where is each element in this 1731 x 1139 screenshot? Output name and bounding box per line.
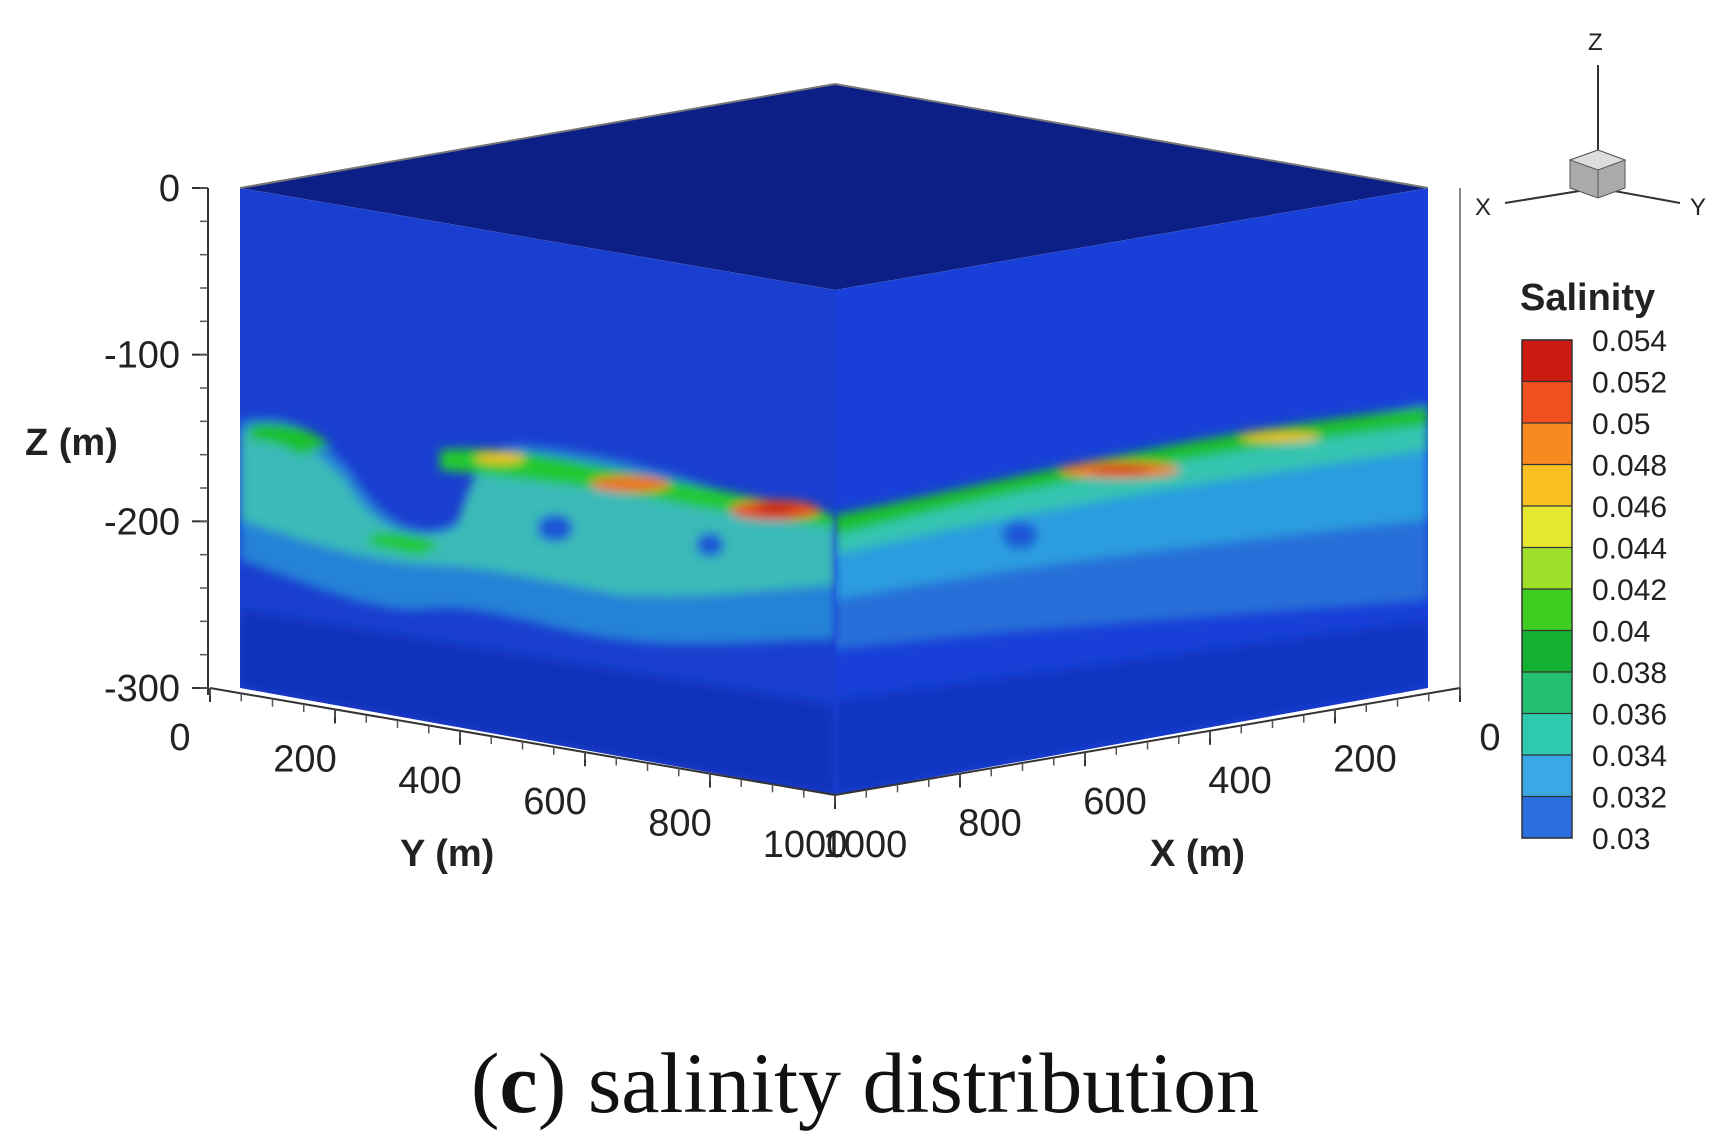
y-tick-label: 600 [523,781,586,823]
y-tick-label: 1000 [763,824,848,866]
colorbar-label: 0.042 [1592,574,1667,607]
y-axis: 0 200 400 600 800 1000 Y (m) [169,687,848,875]
y-tick-label: 800 [648,803,711,845]
cube-right-face [835,188,1428,795]
y-tick-label: 400 [398,760,461,802]
colorbar-label: 0.036 [1592,699,1667,732]
orientation-x-label: X [1475,194,1491,221]
colorbar-label: 0.03 [1592,823,1650,856]
caption-letter: c [500,1035,538,1131]
colorbar-label: 0.054 [1592,325,1667,358]
colorbar-label: 0.038 [1592,657,1667,690]
colorbar-label: 0.044 [1592,533,1667,566]
orientation-axes: Z X Y [1475,29,1706,221]
y-tick-label: 0 [169,717,190,759]
x-tick-label: 200 [1333,738,1396,780]
x-tick-label: 600 [1083,781,1146,823]
z-tick-label: -300 [104,668,180,710]
colorbar-swatch [1522,423,1572,465]
colorbar-swatch [1522,547,1572,589]
caption-prefix: ( [471,1035,500,1131]
x-tick-label: 800 [958,803,1021,845]
colorbar-label: 0.034 [1592,740,1667,773]
z-tick-label: 0 [159,168,180,210]
z-tick-label: -100 [104,335,180,377]
colorbar-swatch [1522,630,1572,672]
x-tick-label: 0 [1479,717,1500,759]
colorbar-swatch [1522,381,1572,423]
colorbar-label: 0.05 [1592,408,1650,441]
colorbar-label: 0.04 [1592,616,1650,649]
x-axis-label: X (m) [1150,833,1245,875]
x-tick-label: 1000 [823,824,908,866]
colorbar-swatch [1522,713,1572,755]
z-tick-label: -200 [104,501,180,543]
cube-left-face [240,188,835,795]
colorbar-swatch [1522,464,1572,506]
colorbar-swatch [1522,589,1572,631]
x-tick-label: 400 [1208,760,1271,802]
colorbar-swatch [1522,796,1572,838]
caption-suffix: ) salinity distribution [538,1035,1259,1131]
colorbar-swatch [1522,340,1572,382]
colorbar-swatch [1522,755,1572,797]
colorbar-label: 0.052 [1592,367,1667,400]
orientation-z-label: Z [1588,29,1603,56]
x-axis: 0 200 400 600 800 1000 X (m) [823,687,1501,875]
y-axis-label: Y (m) [400,833,494,875]
y-tick-label: 200 [273,738,336,780]
figure-caption: (c) salinity distribution [471,1035,1259,1131]
colorbar-label: 0.032 [1592,782,1667,815]
z-axis-label: Z (m) [25,422,118,464]
cube-top-edge [239,82,1429,189]
cube-top-face [240,84,1428,290]
colorbar-label: 0.046 [1592,491,1667,524]
z-axis: 0 -100 -200 -300 Z (m) [25,168,209,710]
colorbar-swatch [1522,506,1572,548]
colorbar-title: Salinity [1520,277,1655,319]
colorbar-label: 0.048 [1592,450,1667,483]
colorbar-swatch [1522,672,1572,714]
orientation-y-label: Y [1690,194,1706,221]
colorbar-legend: Salinity 0.054 0.052 0.05 0.048 0.046 0.044 0.… [1520,277,1667,856]
